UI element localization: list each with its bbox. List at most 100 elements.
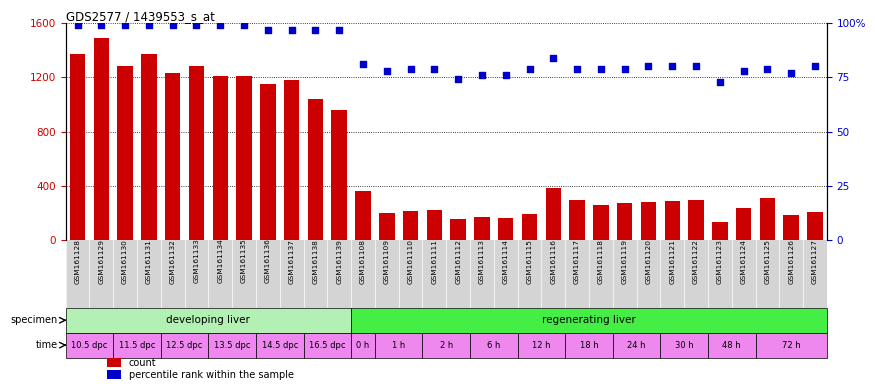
Text: specimen: specimen (10, 315, 58, 325)
Bar (427, 210, 442, 240)
Bar (236, 76, 252, 240)
Bar (141, 54, 157, 240)
Bar (498, 218, 514, 240)
Point (94, 22, 108, 28)
Bar (260, 84, 276, 240)
Text: 14.5 dpc: 14.5 dpc (262, 341, 298, 349)
Bar (165, 73, 180, 240)
Point (546, 55, 560, 61)
Bar (808, 212, 822, 240)
Bar (108, 371, 122, 379)
Text: developing liver: developing liver (166, 315, 250, 325)
Bar (565, 333, 612, 358)
Point (427, 66, 441, 72)
Bar (108, 358, 122, 367)
Bar (546, 189, 561, 240)
Text: GDS2577 / 1439553_s_at: GDS2577 / 1439553_s_at (66, 10, 214, 23)
Bar (402, 211, 418, 240)
Bar (640, 202, 656, 240)
Bar (708, 333, 755, 358)
Bar (783, 215, 799, 240)
Bar (308, 99, 323, 240)
Bar (755, 333, 827, 358)
Bar (213, 76, 228, 240)
Bar (284, 80, 299, 240)
Text: 48 h: 48 h (723, 341, 741, 349)
Bar (661, 333, 708, 358)
Point (641, 63, 655, 70)
Point (165, 22, 179, 28)
Text: 18 h: 18 h (579, 341, 598, 349)
Point (308, 26, 322, 33)
Point (665, 63, 679, 70)
Bar (208, 333, 256, 358)
Bar (66, 308, 351, 333)
Text: 13.5 dpc: 13.5 dpc (214, 341, 250, 349)
Point (380, 68, 394, 74)
Text: 0 h: 0 h (356, 341, 369, 349)
Bar (113, 333, 161, 358)
Point (594, 66, 608, 72)
Point (784, 70, 798, 76)
Point (808, 63, 822, 70)
Point (737, 68, 751, 74)
Point (118, 22, 132, 28)
Bar (379, 213, 395, 240)
Bar (451, 219, 466, 240)
Bar (522, 214, 537, 240)
Bar (470, 333, 518, 358)
Point (618, 66, 632, 72)
Point (522, 66, 536, 72)
Bar (760, 198, 775, 240)
Text: 11.5 dpc: 11.5 dpc (119, 341, 155, 349)
Point (713, 79, 727, 85)
Point (142, 22, 156, 28)
Point (570, 66, 584, 72)
Bar (256, 333, 304, 358)
Point (499, 72, 513, 78)
Bar (66, 333, 113, 358)
Text: 10.5 dpc: 10.5 dpc (71, 341, 108, 349)
Text: 24 h: 24 h (627, 341, 646, 349)
Point (356, 61, 370, 67)
Point (475, 72, 489, 78)
Text: 6 h: 6 h (487, 341, 500, 349)
Bar (593, 205, 609, 240)
Bar (189, 66, 204, 240)
Bar (161, 333, 208, 358)
Bar (70, 54, 85, 240)
Point (760, 66, 774, 72)
Point (452, 76, 466, 83)
Bar (351, 308, 827, 333)
Bar (664, 201, 680, 240)
Bar (355, 191, 371, 240)
Text: 12 h: 12 h (532, 341, 550, 349)
Bar (570, 200, 584, 240)
Bar (304, 333, 351, 358)
Bar (518, 333, 565, 358)
Bar (474, 217, 490, 240)
Point (689, 63, 703, 70)
Bar (712, 222, 727, 240)
Text: 16.5 dpc: 16.5 dpc (309, 341, 346, 349)
Point (332, 26, 346, 33)
Text: 72 h: 72 h (782, 341, 801, 349)
Bar (612, 333, 661, 358)
Bar (94, 38, 109, 240)
Point (403, 66, 417, 72)
Text: count: count (129, 358, 157, 367)
Bar (617, 204, 633, 240)
Point (237, 22, 251, 28)
Bar (736, 208, 752, 240)
Text: 2 h: 2 h (439, 341, 453, 349)
Text: 12.5 dpc: 12.5 dpc (166, 341, 203, 349)
Bar (374, 333, 423, 358)
Bar (423, 333, 470, 358)
Bar (117, 66, 133, 240)
Point (71, 22, 85, 28)
Point (214, 22, 228, 28)
Bar (689, 200, 704, 240)
Point (261, 26, 275, 33)
Text: 30 h: 30 h (675, 341, 694, 349)
Text: percentile rank within the sample: percentile rank within the sample (129, 370, 294, 380)
